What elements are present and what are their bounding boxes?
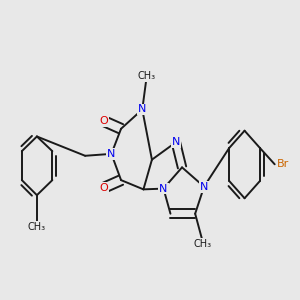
Text: N: N <box>159 184 168 194</box>
Text: O: O <box>99 183 108 193</box>
Text: Br: Br <box>277 159 289 169</box>
Text: CH₃: CH₃ <box>193 239 211 249</box>
Text: CH₃: CH₃ <box>137 71 155 81</box>
Text: CH₃: CH₃ <box>28 222 46 232</box>
Text: N: N <box>107 149 116 159</box>
Text: N: N <box>172 137 180 147</box>
Text: N: N <box>200 182 208 192</box>
Text: N: N <box>138 104 146 115</box>
Text: O: O <box>99 116 108 126</box>
